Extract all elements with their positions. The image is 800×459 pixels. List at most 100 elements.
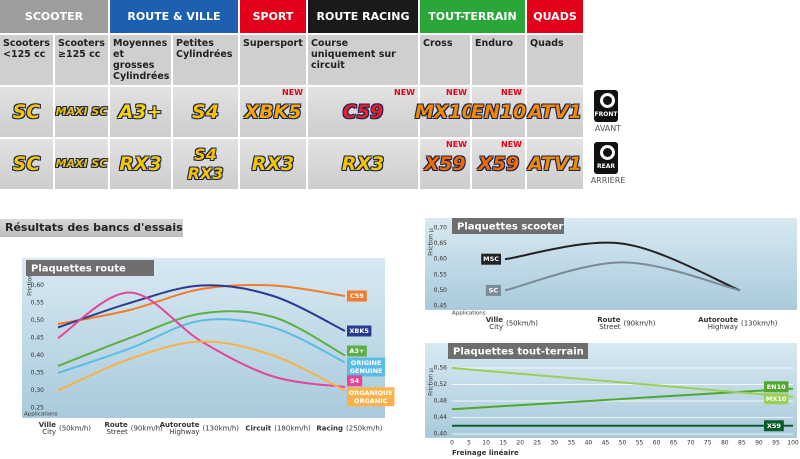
x-category-label-en: City	[42, 428, 56, 436]
new-badge: NEW	[501, 88, 522, 97]
y-tick-label: 0,40	[434, 431, 448, 438]
new-badge: NEW	[394, 88, 415, 97]
x-tick-label: 50	[619, 440, 627, 447]
plot-panel	[22, 258, 385, 418]
legend-box	[347, 387, 395, 407]
position-icon: REAR	[594, 142, 618, 174]
x-tick-label: 90	[755, 440, 763, 447]
legend-label: S4	[350, 377, 360, 385]
x-category-label: Circuit	[245, 425, 272, 433]
y-tick-label: 0,30	[31, 387, 45, 394]
column-header: Quads	[527, 35, 583, 85]
cell: X59 NEW	[472, 139, 525, 189]
product-logo: RX3	[187, 164, 224, 183]
product-logo: S4	[192, 101, 219, 123]
x-axis-label: Applications	[452, 311, 486, 317]
column-header: Petites Cylindrées	[173, 35, 238, 85]
cell: S4	[173, 87, 238, 137]
y-tick-label: 0,35	[31, 370, 45, 377]
column-header: Scooters ≥125 cc	[55, 35, 108, 85]
x-tick-label: 40	[585, 440, 593, 447]
y-tick-label: 0,48	[434, 398, 448, 405]
cell: MAXI SC	[55, 87, 108, 137]
legend-label: ORGANIC	[354, 397, 388, 405]
section-title: Résultats des bancs d'essais	[0, 219, 183, 237]
legend-label: MX10	[766, 395, 787, 403]
x-category-speed: (90km/h)	[624, 320, 656, 328]
x-category-label: Autoroute	[160, 421, 200, 429]
legend-box	[347, 357, 386, 377]
x-category-label-en: Street	[106, 428, 128, 436]
y-tick-label: 0,50	[434, 287, 448, 294]
legend-label: ORIGINE	[351, 359, 382, 367]
legend-label: A3+	[349, 347, 364, 355]
cell: MAXI SC	[55, 139, 108, 189]
x-tick-label: 85	[738, 440, 746, 447]
x-tick-label: 10	[482, 440, 490, 447]
chart-title-tag	[26, 260, 154, 276]
y-tick-label: 0,50	[31, 317, 45, 324]
product-logo: A3+	[118, 101, 163, 123]
x-category-label: Racing	[316, 425, 343, 433]
new-badge: NEW	[446, 140, 467, 149]
x-tick-label: 60	[653, 440, 661, 447]
x-category-label-en: Highway	[708, 323, 738, 331]
product-logo: MX10	[415, 101, 475, 123]
x-category-speed: (180km/h)	[274, 425, 311, 433]
legend-box	[347, 345, 367, 357]
x-tick-label: 25	[533, 440, 541, 447]
product-logo: S4	[194, 145, 217, 164]
cell: RX3	[110, 139, 171, 189]
disc-icon	[600, 93, 615, 108]
x-tick-label: 65	[670, 440, 678, 447]
cell: C59 NEW	[308, 87, 418, 137]
x-category-label: Ville	[486, 316, 503, 324]
position-label: REAR	[597, 163, 615, 170]
x-category-speed: (90km/h)	[131, 425, 163, 433]
y-tick-label: 0,55	[31, 300, 45, 307]
x-tick-label: 75	[704, 440, 712, 447]
x-tick-label: 80	[721, 440, 729, 447]
column-header: Supersport	[240, 35, 306, 85]
legend-label: C59	[350, 292, 364, 300]
x-tick-label: 45	[602, 440, 610, 447]
legend-label: XBK5	[349, 327, 369, 335]
legend-box	[764, 393, 789, 405]
x-tick-label: 70	[687, 440, 695, 447]
disc-icon	[600, 145, 615, 160]
series-line	[451, 367, 794, 398]
cell: X59 NEW	[420, 139, 470, 189]
product-logo: EN10	[470, 101, 527, 123]
product-logo: RX3	[119, 153, 162, 175]
column-header: Course uniquement sur circuit	[308, 35, 418, 85]
x-tick-label: 20	[516, 440, 524, 447]
x-tick-label: 0	[450, 440, 454, 447]
legend-label: X59	[767, 422, 782, 430]
y-tick-label: 0,55	[434, 271, 448, 278]
x-category-label: Ville	[39, 421, 56, 429]
cell: RX3	[240, 139, 306, 189]
cell: A3+	[110, 87, 171, 137]
position-icon: FRONT	[594, 90, 618, 122]
legend-box	[764, 420, 784, 432]
legend-box	[347, 325, 372, 337]
x-category-label: Route	[104, 421, 128, 429]
cell: ATV1	[527, 87, 583, 137]
y-tick-label: 0,40	[31, 352, 45, 359]
position-sub: AVANT	[594, 124, 622, 133]
x-category-speed: (130km/h)	[203, 425, 240, 433]
x-tick-label: 35	[568, 440, 576, 447]
product-logo: SC	[12, 153, 41, 175]
new-badge: NEW	[282, 88, 303, 97]
product-logo: ATV1	[528, 101, 582, 123]
x-tick-label: 15	[499, 440, 507, 447]
group-header: TOUT-TERRAIN	[420, 0, 525, 33]
y-tick-label: 0,65	[434, 240, 448, 247]
legend-box	[481, 253, 501, 265]
series-line	[57, 283, 346, 325]
cell: RX3	[308, 139, 418, 189]
chart-title: Plaquettes scooter	[457, 222, 564, 233]
column-header: Scooters <125 cc	[0, 35, 53, 85]
cell: XBK5 NEW	[240, 87, 306, 137]
